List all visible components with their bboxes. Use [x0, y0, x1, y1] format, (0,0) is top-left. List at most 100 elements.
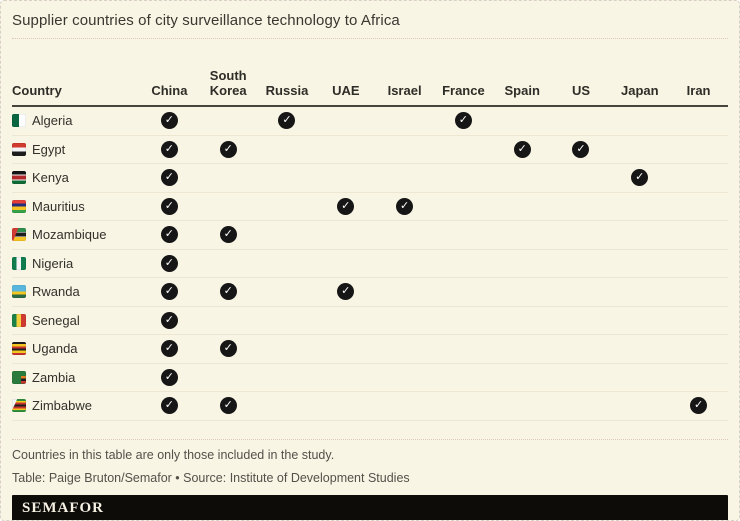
column-header-france: France	[442, 83, 485, 98]
supply-cell-zimbabwe-china: ✓	[140, 397, 199, 415]
check-icon: ✓	[160, 226, 178, 244]
supply-cell-mozambique-china: ✓	[140, 226, 199, 244]
table-row-zambia: Zambia ✓	[12, 362, 728, 392]
supply-cell-zimbabwe-iran: ✓	[669, 397, 728, 415]
flag-zambia-icon	[12, 370, 26, 384]
flag-zimbabwe-icon	[12, 399, 26, 413]
flag-nigeria-icon	[12, 256, 26, 270]
table-row-zimbabwe: Zimbabwe ✓ ✓ ✓	[12, 391, 728, 420]
check-icon: ✓	[160, 254, 178, 272]
supply-cell-kenya-japan: ✓	[610, 169, 669, 187]
supply-cell-mauritius-china: ✓	[140, 197, 199, 215]
column-header-country: Country	[12, 83, 62, 98]
check-icon: ✓	[278, 112, 296, 130]
supply-cell-egypt-south-korea: ✓	[199, 140, 258, 158]
country-cell: Zambia	[12, 370, 140, 385]
check-icon: ✓	[160, 112, 178, 130]
column-header-russia: Russia	[265, 83, 309, 98]
table-body: Algeria ✓ ✓ ✓ Egypt ✓ ✓ ✓ ✓ Kenya ✓ ✓ Mauritius ✓ ✓ ✓ Mo…	[12, 107, 728, 421]
check-icon: ✓	[160, 169, 178, 187]
supply-cell-rwanda-china: ✓	[140, 283, 199, 301]
country-name: Uganda	[32, 341, 78, 357]
check-icon: ✓	[454, 112, 472, 130]
country-cell: Nigeria	[12, 256, 140, 271]
check-icon: ✓	[160, 368, 178, 386]
flag-uganda-icon	[12, 342, 26, 356]
country-cell: Rwanda	[12, 284, 140, 299]
country-name: Mozambique	[32, 227, 107, 243]
check-icon: ✓	[396, 197, 414, 215]
supply-cell-nigeria-china: ✓	[140, 254, 199, 272]
country-name: Egypt	[32, 141, 66, 157]
check-icon: ✓	[160, 340, 178, 358]
country-cell: Mozambique	[12, 227, 140, 242]
table-header-row: Country China South Korea Russia UAE Israel F…	[12, 39, 728, 105]
table-row-senegal: Senegal ✓	[12, 305, 728, 335]
supply-cell-mauritius-uae: ✓	[316, 197, 375, 215]
column-header-china: China	[151, 83, 188, 98]
check-icon: ✓	[631, 169, 649, 187]
flag-algeria-icon	[12, 114, 26, 128]
country-name: Senegal	[32, 312, 80, 328]
table-row-egypt: Egypt ✓ ✓ ✓ ✓	[12, 134, 728, 164]
supply-cell-algeria-russia: ✓	[258, 112, 317, 130]
country-cell: Egypt	[12, 142, 140, 157]
supply-cell-egypt-china: ✓	[140, 140, 199, 158]
check-icon: ✓	[572, 140, 590, 158]
table-row-uganda: Uganda ✓ ✓	[12, 334, 728, 363]
check-icon: ✓	[160, 140, 178, 158]
country-cell: Uganda	[12, 341, 140, 356]
supply-cell-zimbabwe-south-korea: ✓	[199, 397, 258, 415]
supply-cell-kenya-china: ✓	[140, 169, 199, 187]
country-name: Rwanda	[32, 284, 80, 300]
supply-cell-uganda-south-korea: ✓	[199, 340, 258, 358]
footnote: Countries in this table are only those i…	[12, 447, 335, 462]
country-cell: Kenya	[12, 170, 140, 185]
supply-cell-rwanda-uae: ✓	[316, 283, 375, 301]
semafor-logo: SEMAFOR	[22, 500, 104, 516]
flag-rwanda-icon	[12, 285, 26, 299]
check-icon: ✓	[513, 140, 531, 158]
country-cell: Algeria	[12, 113, 140, 128]
check-icon: ✓	[160, 397, 178, 415]
check-icon: ✓	[219, 140, 237, 158]
check-icon: ✓	[219, 226, 237, 244]
check-icon: ✓	[160, 311, 178, 329]
flag-mozambique-icon	[12, 228, 26, 242]
supply-cell-senegal-china: ✓	[140, 311, 199, 329]
table-row-mozambique: Mozambique ✓ ✓	[12, 220, 728, 249]
country-name: Algeria	[32, 113, 73, 129]
flag-egypt-icon	[12, 142, 26, 156]
page-title: Supplier countries of city surveillance …	[12, 12, 400, 29]
column-header-spain: Spain	[504, 83, 540, 98]
footer-divider	[12, 438, 728, 440]
supply-cell-egypt-us: ✓	[552, 140, 611, 158]
credit-line: Table: Paige Bruton/Semafor • Source: In…	[12, 470, 410, 485]
country-name: Zimbabwe	[32, 398, 92, 414]
country-cell: Senegal	[12, 313, 140, 328]
supply-cell-algeria-china: ✓	[140, 112, 199, 130]
flag-kenya-icon	[12, 171, 26, 185]
column-header-iran: Iran	[686, 83, 711, 98]
country-cell: Zimbabwe	[12, 398, 140, 413]
supply-cell-rwanda-south-korea: ✓	[199, 283, 258, 301]
column-header-japan: Japan	[621, 83, 659, 98]
check-icon: ✓	[337, 283, 355, 301]
check-icon: ✓	[219, 397, 237, 415]
country-cell: Mauritius	[12, 199, 140, 214]
country-name: Zambia	[32, 369, 76, 385]
table-row-algeria: Algeria ✓ ✓ ✓	[12, 107, 728, 135]
flag-senegal-icon	[12, 313, 26, 327]
semafor-logo-bar: SEMAFOR	[12, 494, 728, 520]
country-name: Nigeria	[32, 255, 74, 271]
column-header-israel: Israel	[387, 83, 422, 98]
title-divider	[12, 38, 728, 39]
table-row-mauritius: Mauritius ✓ ✓ ✓	[12, 191, 728, 221]
check-icon: ✓	[690, 397, 708, 415]
header-rule	[12, 105, 728, 107]
check-icon: ✓	[160, 283, 178, 301]
country-name: Kenya	[32, 170, 69, 186]
check-icon: ✓	[219, 340, 237, 358]
check-icon: ✓	[337, 197, 355, 215]
country-name: Mauritius	[32, 198, 85, 214]
